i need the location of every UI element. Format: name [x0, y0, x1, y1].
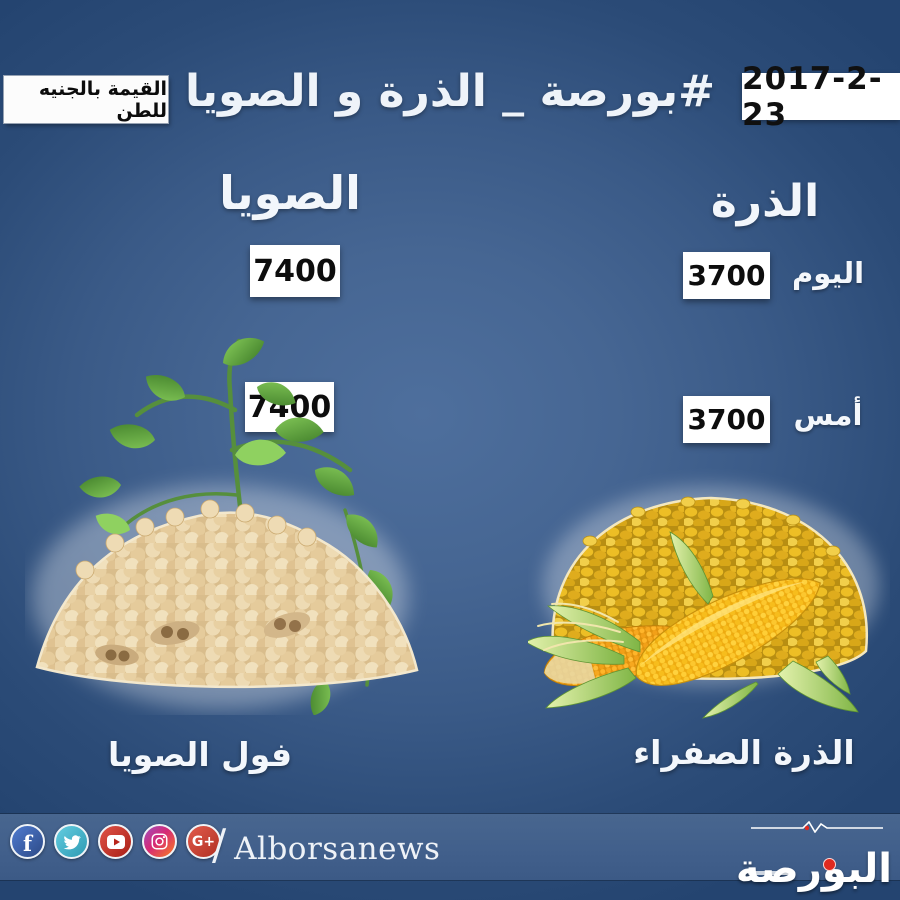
soy-today-value: 7400: [253, 253, 337, 289]
social-icons-row: f G+: [10, 824, 221, 859]
soybeans-photo: [32, 335, 419, 715]
footer-bar: f G+: [0, 814, 900, 891]
twitter-bird-glyph: [63, 835, 81, 850]
social-handle-wrap: / Alborsanews: [212, 820, 440, 870]
logo-small-tagline: [748, 871, 792, 875]
date-box: 2017-2- 23: [742, 61, 900, 133]
instagram-icon[interactable]: [142, 824, 177, 859]
open-soy-pods: [95, 612, 311, 666]
corn-today-value: 3700: [687, 259, 766, 292]
unit-note-box: القيمة بالجنيه للطن: [3, 75, 169, 124]
soy-section-heading: الصويا: [219, 166, 361, 220]
facebook-glyph: f: [22, 830, 33, 856]
twitter-icon[interactable]: [54, 824, 89, 859]
logo-red-dot: [823, 858, 836, 871]
googleplus-glyph: G+: [191, 833, 216, 850]
social-handle: Alborsanews: [234, 831, 441, 867]
logo-wordmark: البورصة: [735, 846, 892, 892]
soybean-pile: [35, 499, 419, 689]
soy-today-value-box: 7400: [250, 245, 340, 297]
slash-separator: /: [212, 820, 227, 869]
today-row-label: اليوم: [791, 256, 865, 290]
corn-section-heading: الذرة: [710, 176, 820, 227]
unit-note-label: القيمة بالجنيه للطن: [38, 77, 167, 122]
logo-tagline-line: [751, 820, 883, 834]
corn-yesterday-value-box: 3700: [683, 396, 770, 443]
facebook-icon[interactable]: f: [10, 824, 45, 859]
brand-logo: البورصة: [736, 818, 892, 891]
corn-yesterday-value: 3700: [687, 403, 766, 436]
corn-today-value-box: 3700: [683, 252, 770, 299]
instagram-camera-glyph: [151, 833, 168, 850]
soy-caption: فول الصويا: [107, 735, 293, 774]
yesterday-row-label: أمس: [793, 398, 863, 432]
corn-caption: الذرة الصفراء: [633, 733, 855, 772]
corn-cob-front: [635, 578, 821, 686]
corn-photo: [528, 486, 879, 719]
date-label: 2017-2- 23: [742, 60, 883, 133]
googleplus-icon[interactable]: G+: [186, 824, 221, 859]
corn-silk: [537, 602, 624, 651]
page-title: #بورصة _ الذرة و الصويا: [184, 66, 716, 117]
youtube-play-glyph: [106, 834, 125, 849]
youtube-icon[interactable]: [98, 824, 133, 859]
